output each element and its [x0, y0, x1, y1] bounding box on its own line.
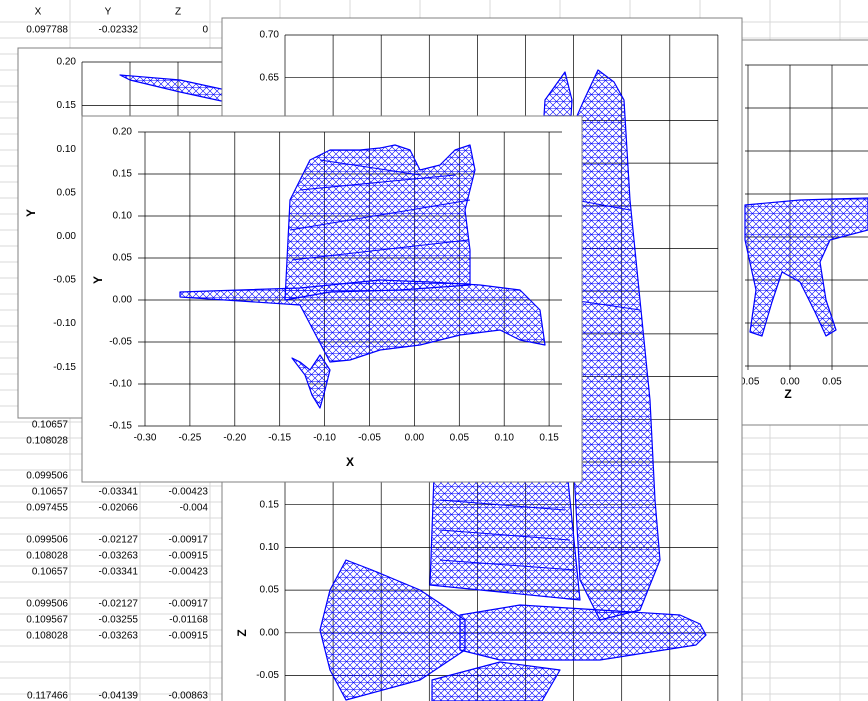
cell: -0.03341	[99, 567, 139, 578]
y-tick-label: -0.05	[256, 670, 279, 681]
x-tick-label: -0.10	[313, 433, 336, 444]
x-tick-label: -0.15	[268, 433, 291, 444]
y-tick-label: 0.20	[113, 127, 133, 138]
cell: 0.099506	[26, 471, 68, 482]
y-tick-label: 0.10	[57, 144, 77, 155]
cell: 0.109567	[26, 615, 68, 626]
x-tick-label: -0.30	[134, 433, 157, 444]
y-tick-label: 0.20	[57, 57, 77, 68]
y-axis-label: Z	[235, 629, 249, 636]
y-tick-label: 0.10	[260, 542, 280, 553]
x-axis-label: X	[346, 455, 354, 469]
x-tick-label: -0.20	[223, 433, 246, 444]
column-header: Z	[175, 7, 181, 18]
cell: 0.097788	[26, 25, 68, 36]
y-tick-label: 0.10	[113, 211, 133, 222]
cell: -0.04139	[99, 691, 139, 701]
cell: -0.02127	[99, 535, 139, 546]
y-tick-label: -0.15	[109, 421, 132, 432]
y-tick-label: 0.05	[113, 253, 133, 264]
x-tick-label: 0.00	[780, 377, 800, 388]
y-tick-label: 0.05	[260, 585, 280, 596]
cell: 0.10657	[32, 567, 69, 578]
y-tick-label: -0.15	[53, 362, 76, 373]
x-tick-label: -0.05	[737, 377, 760, 388]
cell: 0.097455	[26, 503, 68, 514]
wireframe	[744, 197, 868, 337]
column-header: Y	[105, 7, 112, 18]
cell: 0.117466	[27, 691, 68, 701]
x-tick-label: 0.10	[494, 433, 514, 444]
y-axis-label: Y	[24, 209, 38, 217]
y-tick-label: -0.10	[109, 379, 132, 390]
y-tick-label: -0.05	[53, 275, 76, 286]
y-tick-label: 0.65	[260, 72, 280, 83]
y-tick-label: -0.10	[53, 318, 76, 329]
x-tick-label: -0.05	[358, 433, 381, 444]
y-tick-label: 0.00	[57, 231, 77, 242]
chart-side-view[interactable]: 0.200.150.100.050.00-0.05-0.10-0.15-0.30…	[81, 115, 583, 483]
cell: -0.02332	[99, 25, 139, 36]
y-tick-label: 0.15	[260, 499, 280, 510]
cell: -0.02127	[99, 599, 139, 610]
cell: -0.03263	[99, 631, 139, 642]
y-tick-label: -0.05	[109, 337, 132, 348]
cell: -0.00915	[169, 551, 209, 562]
cell: 0	[202, 25, 208, 36]
cell: -0.004	[180, 503, 209, 514]
cell: 0.10657	[32, 420, 69, 431]
cell: -0.03263	[99, 551, 139, 562]
cell: 0.099506	[26, 599, 68, 610]
column-header: X	[35, 7, 42, 18]
cell: 0.108028	[26, 631, 68, 642]
y-tick-label: 0.15	[113, 169, 133, 180]
y-tick-label: 0.00	[113, 295, 133, 306]
chart-front-view[interactable]: -0.05 0.00 0.05 Z	[734, 39, 868, 426]
y-tick-label: 0.00	[260, 627, 280, 638]
cell: 0.108028	[26, 551, 68, 562]
y-axis-label: Y	[91, 276, 105, 284]
wireframe	[179, 144, 546, 409]
cell: 0.10657	[32, 487, 69, 498]
cell: -0.00915	[169, 631, 209, 642]
cell: -0.03255	[99, 615, 139, 626]
x-tick-label: 0.00	[405, 433, 425, 444]
y-tick-label: 0.05	[57, 187, 77, 198]
cell: -0.02066	[99, 503, 139, 514]
cell: -0.00863	[169, 691, 209, 701]
y-tick-label: 0.70	[260, 30, 280, 41]
cell: -0.01168	[169, 615, 208, 626]
cell: -0.00423	[169, 487, 209, 498]
cell: -0.00917	[169, 535, 209, 546]
x-tick-label: -0.25	[179, 433, 202, 444]
x-tick-label: 0.15	[539, 433, 559, 444]
cell: -0.00423	[169, 567, 209, 578]
cell: 0.108028	[26, 436, 68, 447]
x-axis-label: Z	[784, 387, 791, 401]
cell: -0.00917	[169, 599, 209, 610]
cell: 0.099506	[26, 535, 68, 546]
x-tick-label: 0.05	[822, 377, 842, 388]
cell: -0.03341	[99, 487, 139, 498]
y-tick-label: 0.15	[57, 100, 77, 111]
x-tick-label: 0.05	[450, 433, 470, 444]
